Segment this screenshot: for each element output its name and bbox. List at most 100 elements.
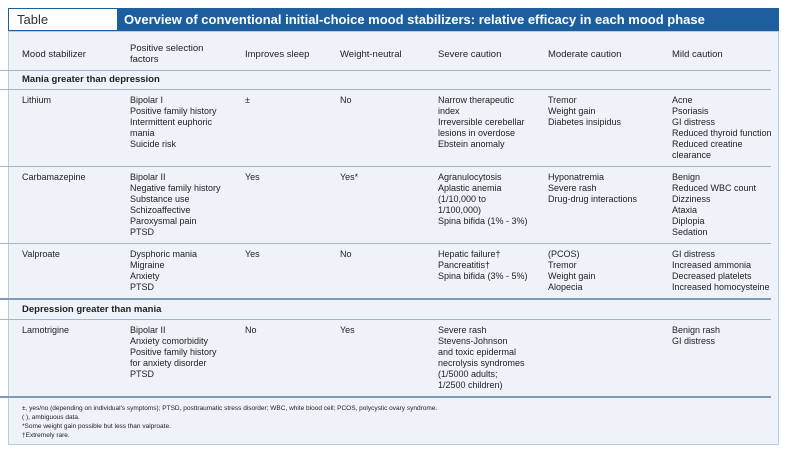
footnote: ( ), ambiguous data.	[22, 414, 80, 421]
cell-text: Lamotrigine	[22, 325, 70, 335]
section-title: Mania greater than depression	[22, 74, 160, 85]
cell-text: Increased ammonia	[672, 260, 752, 270]
cell-text: Weight gain	[548, 271, 596, 281]
cell-text: Benign	[672, 172, 701, 182]
cell-text: Ataxia	[672, 205, 698, 215]
section-rule	[0, 319, 771, 320]
cell-text: PTSD	[130, 369, 155, 379]
header-rule	[0, 70, 771, 71]
cell-text: Sedation	[672, 227, 708, 237]
cell-text: and toxic epidermal	[438, 347, 517, 357]
cell-text: Yes	[245, 172, 260, 182]
footnote: *Some weight gain possible but less than…	[22, 423, 171, 430]
cell-text: Yes*	[340, 172, 359, 182]
column-header: Weight-neutral	[340, 48, 402, 60]
cell-text: Migraine	[130, 260, 165, 270]
cell-text: Positive family history	[130, 106, 217, 116]
cell-text: for anxiety disorder	[130, 358, 207, 368]
cell-text: Tremor	[548, 95, 577, 105]
cell-text: Schizoaffective	[130, 205, 191, 215]
cell-text: Narrow therapeutic	[438, 95, 515, 105]
cell-text: (1/5000 adults;	[438, 369, 498, 379]
cell-text: Hyponatremia	[548, 172, 605, 182]
cell-text: Stevens-Johnson	[438, 336, 508, 346]
cell-text: Hepatic failure†	[438, 249, 501, 259]
cell-text: No	[340, 95, 352, 105]
cell-text: PTSD	[130, 282, 155, 292]
cell-text: GI distress	[672, 336, 716, 346]
column-header: Moderate caution	[548, 48, 622, 60]
cell-text: Yes	[340, 325, 355, 335]
cell-text: No	[340, 249, 352, 259]
cell-text: Lithium	[22, 95, 52, 105]
table-title: Overview of conventional initial-choice …	[124, 12, 705, 27]
cell-text: PTSD	[130, 227, 155, 237]
column-header: Improves sleep	[245, 48, 310, 60]
cell-text: Diplopia	[672, 216, 705, 226]
header-bar	[8, 8, 779, 31]
column-header: Severe caution	[438, 48, 502, 60]
cell-text: (1/10,000 to	[438, 194, 487, 204]
cell-text: Tremor	[548, 260, 577, 270]
cell-text: Decreased platelets	[672, 271, 752, 281]
cell-text: Carbamazepine	[22, 172, 86, 182]
cell-text: clearance	[672, 150, 712, 160]
cell-text: GI distress	[672, 117, 716, 127]
column-header: Mood stabilizer	[22, 48, 86, 60]
cell-text: Alopecia	[548, 282, 583, 292]
cell-text: necrolysis syndromes	[438, 358, 525, 368]
cell-text: 1/100,000)	[438, 205, 482, 215]
cell-text: Severe rash	[548, 183, 597, 193]
cell-text: Benign rash	[672, 325, 721, 335]
cell-text: Intermittent euphoric	[130, 117, 213, 127]
cell-text: Spina bifida (3% - 5%)	[438, 271, 528, 281]
cell-text: Ebstein anomaly	[438, 139, 505, 149]
cell-text: Anxiety comorbidity	[130, 336, 209, 346]
cell-text: Increased homocysteine	[672, 282, 770, 292]
row-rule	[0, 396, 771, 398]
column-header: factors	[130, 54, 159, 65]
cell-text: Reduced WBC count	[672, 183, 757, 193]
cell-text: Bipolar I	[130, 95, 164, 105]
cell-text: Severe rash	[438, 325, 487, 335]
cell-text: lesions in overdose	[438, 128, 516, 138]
footnote: ±, yes/no (depending on individual's sym…	[22, 405, 438, 412]
cell-text: Bipolar II	[130, 172, 166, 182]
cell-text: Reduced creatine	[672, 139, 743, 149]
row-rule	[0, 166, 771, 167]
section-rule	[0, 89, 771, 90]
cell-text: Psoriasis	[672, 106, 709, 116]
row-rule	[0, 298, 771, 300]
cell-text: (PCOS)	[548, 249, 580, 259]
cell-text: 1/2500 children)	[438, 380, 503, 390]
cell-text: Agranulocytosis	[438, 172, 502, 182]
cell-text: Valproate	[22, 249, 60, 259]
cell-text: Drug-drug interactions	[548, 194, 638, 204]
cell-text: GI distress	[672, 249, 716, 259]
cell-text: No	[245, 325, 257, 335]
table-panel	[8, 31, 779, 445]
cell-text: Spina bifida (1% - 3%)	[438, 216, 528, 226]
cell-text: Positive family history	[130, 347, 217, 357]
section-title: Depression greater than mania	[22, 304, 162, 315]
cell-text: Yes	[245, 249, 260, 259]
cell-text: Weight gain	[548, 106, 596, 116]
cell-text: Anxiety	[130, 271, 160, 281]
cell-text: ±	[245, 95, 250, 105]
cell-text: Suicide risk	[130, 139, 177, 149]
cell-text: Pancreatitis†	[438, 260, 491, 270]
cell-text: Paroxysmal pain	[130, 216, 197, 226]
cell-text: Dizziness	[672, 194, 711, 204]
column-header: Positive selection	[130, 43, 204, 54]
column-header: Mild caution	[672, 48, 723, 60]
cell-text: Acne	[672, 95, 693, 105]
cell-text: mania	[130, 128, 155, 138]
table-label: Table	[8, 8, 118, 31]
footnote: †Extremely rare.	[22, 432, 70, 439]
cell-text: Irreversible cerebellar	[438, 117, 525, 127]
cell-text: Substance use	[130, 194, 190, 204]
cell-text: index	[438, 106, 460, 116]
cell-text: Diabetes insipidus	[548, 117, 622, 127]
cell-text: Negative family history	[130, 183, 221, 193]
